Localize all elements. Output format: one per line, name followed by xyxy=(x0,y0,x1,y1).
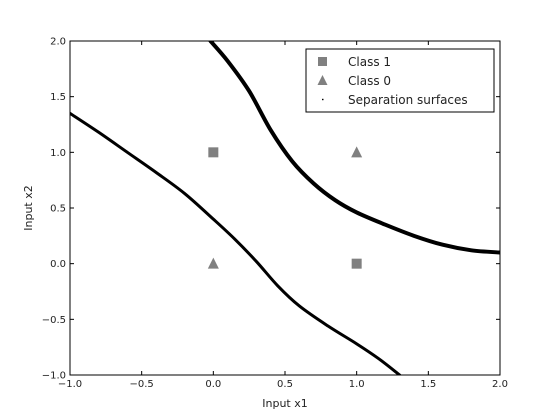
y-axis-label: Input x2 xyxy=(22,185,35,231)
class0-point xyxy=(351,146,363,158)
class1-point xyxy=(351,258,362,269)
y-axis-ticks: −1.0 −0.5 0.0 0.5 1.0 1.5 2.0 xyxy=(42,37,500,382)
legend-box xyxy=(305,48,495,113)
x-axis-label: Input x1 xyxy=(262,397,308,410)
y-tick-label: 1.5 xyxy=(50,92,66,103)
x-tick-label: 0.5 xyxy=(277,379,293,390)
class1-point xyxy=(208,147,219,158)
legend-class1-marker xyxy=(318,57,327,66)
legend-separation-label: Separation surfaces xyxy=(348,93,468,107)
y-tick-label: 0.5 xyxy=(50,204,66,215)
legend-class0-label: Class 0 xyxy=(348,74,391,88)
separation-curve xyxy=(70,111,402,375)
y-tick-label: 1.0 xyxy=(50,148,66,159)
separation-curves xyxy=(70,41,500,375)
x-tick-label: 1.5 xyxy=(420,379,436,390)
x-tick-label: 0.0 xyxy=(205,379,221,390)
x-tick-label: −1.0 xyxy=(58,379,82,390)
separation-curve xyxy=(208,41,500,255)
y-tick-label: 0.0 xyxy=(50,259,66,270)
x-tick-label: 2.0 xyxy=(492,379,508,390)
data-points xyxy=(207,146,363,269)
legend-class0-marker xyxy=(317,75,328,85)
legend-class1-label: Class 1 xyxy=(348,55,391,69)
x-tick-label: −0.5 xyxy=(130,379,154,390)
y-tick-label: −1.0 xyxy=(42,371,66,382)
y-tick-label: 2.0 xyxy=(50,37,66,48)
x-axis-ticks: −1.0 −0.5 0.0 0.5 1.0 1.5 2.0 xyxy=(58,41,508,390)
class0-point xyxy=(207,257,219,269)
y-tick-label: −0.5 xyxy=(42,315,66,326)
x-tick-label: 1.0 xyxy=(349,379,365,390)
legend: Class 1 Class 0 Separation surfaces xyxy=(305,48,495,113)
